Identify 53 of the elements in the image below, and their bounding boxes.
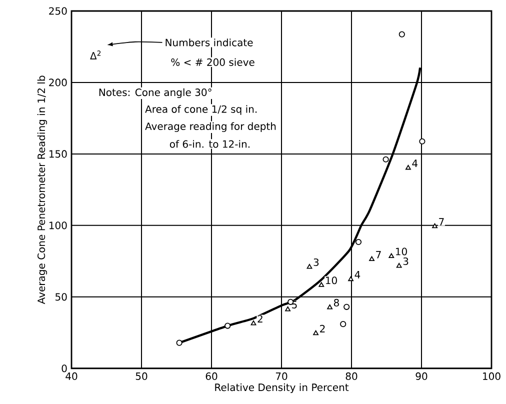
annotation: Numbers indicate	[166, 38, 253, 46]
annotation: 2	[258, 315, 262, 322]
point	[340, 321, 346, 328]
annotation: % < # 200 sieve	[171, 58, 254, 66]
point	[176, 340, 182, 346]
annotation: 4	[412, 160, 418, 167]
point	[313, 330, 319, 336]
x-axis-title: Relative Density in Percent	[215, 383, 349, 394]
annotation: Δ$^{2}$	[90, 50, 101, 60]
point	[432, 223, 438, 228]
x-tick-label: 80	[346, 372, 358, 380]
y-tick-label: 250	[49, 7, 67, 15]
x-tick-label: 40	[66, 372, 78, 380]
x-tick-label: 90	[416, 372, 428, 380]
y-tick-label: 150	[49, 150, 67, 158]
point	[396, 262, 402, 268]
x-tick-label: 70	[276, 372, 288, 380]
point	[306, 264, 312, 269]
annotation: 7	[376, 251, 381, 258]
annotation: Area of cone 1/2 sq in.	[145, 105, 257, 115]
y-tick-label: 50	[56, 293, 67, 301]
annotation: 8	[334, 298, 339, 306]
point	[355, 238, 362, 246]
point	[382, 156, 389, 162]
x-tick-label: 50	[136, 372, 148, 380]
point	[369, 256, 374, 262]
point	[318, 282, 324, 287]
annotation: 7	[439, 218, 444, 226]
annotation: 10	[396, 248, 407, 256]
point	[388, 253, 394, 258]
annotation: Average reading for depth	[145, 122, 276, 132]
x-tick-label: 100	[483, 372, 500, 380]
point	[348, 276, 354, 282]
point	[398, 31, 405, 38]
point	[419, 138, 426, 144]
annotation: Notes: Cone angle 30°	[99, 88, 212, 98]
point	[224, 322, 231, 329]
point	[327, 304, 332, 310]
y-tick-label: 200	[49, 78, 67, 86]
y-tick-label: 0	[62, 364, 67, 372]
annotation: 3	[403, 257, 408, 266]
y-tick-label: 100	[49, 222, 67, 230]
point	[405, 164, 411, 170]
y-axis-title: Average Cone Penetrometer Reading in 1/2 lb	[37, 76, 48, 304]
annotation: 2	[320, 324, 325, 332]
annotation: of 6-in. to 12-in.	[170, 140, 250, 148]
annotation: 4	[354, 271, 360, 278]
annotation: 3	[314, 258, 319, 266]
annotation: 10	[326, 276, 337, 284]
point	[285, 306, 290, 312]
x-tick-label: 60	[206, 372, 218, 380]
point	[344, 304, 350, 310]
point	[250, 320, 256, 326]
